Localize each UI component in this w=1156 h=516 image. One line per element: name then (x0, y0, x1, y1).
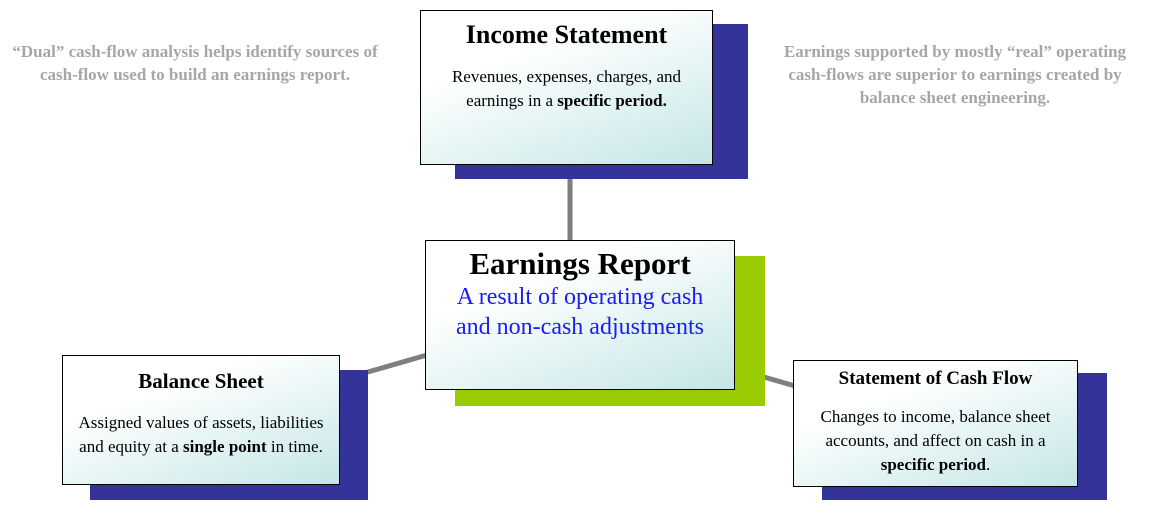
box-body: Revenues, expenses, charges, and earning… (421, 51, 712, 113)
body-text: Revenues, expenses, charges, and earning… (451, 67, 682, 110)
body-text: single point (183, 437, 267, 456)
box-body: Assigned values of assets, liabilities a… (63, 395, 339, 459)
body-text: in time. (266, 437, 323, 456)
box-title: Earnings Report (469, 246, 691, 281)
box-body: Changes to income, balance sheet account… (794, 391, 1077, 477)
body-text: . (986, 455, 991, 474)
body-text: specific period (880, 455, 987, 474)
box-title: Balance Sheet (138, 369, 264, 393)
body-text: Assigned values of assets, liabilities a… (78, 413, 324, 456)
income-statement-box: Income Statement Revenues, expenses, char… (420, 10, 713, 165)
balance-sheet-box: Balance Sheet Assigned values of assets, … (62, 355, 340, 485)
left-note: “Dual” cash-flow analysis helps identify… (12, 42, 378, 84)
right-note: Earnings supported by mostly “real” oper… (783, 42, 1127, 107)
box-title: Income Statement (465, 20, 668, 49)
body-text: A result of operating cash and non-cash … (456, 284, 704, 340)
cash-flow-statement-box: Statement of Cash Flow Changes to income,… (793, 360, 1078, 487)
box-title: Statement of Cash Flow (838, 368, 1033, 389)
body-text: specific period. (557, 91, 667, 110)
body-text: Changes to income, balance sheet account… (820, 407, 1051, 450)
box-body: A result of operating cash and non-cash … (426, 282, 734, 342)
earnings-report-box: Earnings Report A result of operating cas… (425, 240, 735, 390)
